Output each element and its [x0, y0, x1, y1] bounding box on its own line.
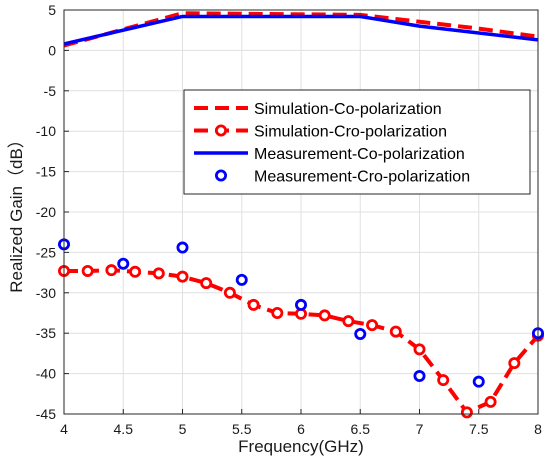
- data-point: [508, 357, 521, 370]
- data-point: [294, 298, 307, 311]
- data-point: [437, 374, 450, 387]
- x-tick-label: 7.5: [469, 421, 489, 437]
- x-tick-label: 6.5: [351, 421, 371, 437]
- y-tick-label: -30: [36, 285, 56, 301]
- data-point: [472, 375, 485, 388]
- data-point: [235, 273, 248, 286]
- y-tick-label: -10: [36, 123, 56, 139]
- legend-swatch-marker: [214, 169, 227, 182]
- data-point: [460, 406, 473, 419]
- legend-item-simulation-co-polarization: Simulation-Co-polarization: [194, 101, 442, 118]
- data-point: [176, 270, 189, 283]
- data-point: [484, 395, 497, 408]
- y-tick-label: -25: [36, 244, 56, 260]
- data-point: [176, 241, 189, 254]
- x-axis-label: Frequency(GHz): [238, 437, 364, 456]
- data-point: [152, 267, 165, 280]
- x-tick-label: 8: [534, 421, 542, 437]
- data-point: [223, 286, 236, 299]
- data-point: [81, 264, 94, 277]
- y-tick-label: -45: [36, 406, 56, 422]
- data-point: [105, 264, 118, 277]
- y-tick-label: 0: [48, 42, 56, 58]
- tick-labels: 4 4.5 5 5.5 6 6.5 7 7.5 8 5 0 -5 -10 -15 -20 -25 -30 -35 -…: [36, 2, 542, 437]
- x-tick-label: 4.5: [114, 421, 134, 437]
- x-tick-label: 6: [297, 421, 305, 437]
- data-point: [413, 343, 426, 356]
- y-tick-label: -40: [36, 366, 56, 382]
- legend-item-measurement-cro-polarization: Measurement-Cro-polarization: [214, 169, 470, 186]
- data-point: [271, 306, 284, 319]
- data-point: [117, 257, 130, 270]
- legend-label: Simulation-Cro-polarization: [254, 124, 447, 141]
- legend: Simulation-Co-polarization Simulation-Cro…: [183, 89, 531, 195]
- x-tick-label: 5.5: [232, 421, 252, 437]
- legend-swatch-marker: [214, 124, 227, 137]
- data-point: [389, 325, 402, 338]
- x-tick-label: 7: [416, 421, 424, 437]
- x-tick-label: 4: [60, 421, 68, 437]
- legend-label: Simulation-Co-polarization: [254, 101, 442, 118]
- legend-item-measurement-co-polarization: Measurement-Co-polarization: [194, 146, 465, 163]
- legend-label: Measurement-Co-polarization: [254, 146, 465, 163]
- y-tick-label: -15: [36, 164, 56, 180]
- data-point: [129, 265, 142, 278]
- x-tick-label: 5: [179, 421, 187, 437]
- series-line: [63, 14, 539, 46]
- data-point: [342, 315, 355, 328]
- data-point: [200, 277, 213, 290]
- y-axis-label: Realized Gain（dB）: [7, 131, 26, 293]
- y-tick-label: -35: [36, 325, 56, 341]
- grid: [63, 9, 539, 415]
- legend-label: Measurement-Cro-polarization: [254, 169, 470, 186]
- data-point: [247, 298, 260, 311]
- data-point: [318, 309, 331, 322]
- series-measurement-co-polarization: [63, 14, 539, 46]
- data-point: [366, 319, 379, 332]
- data-point: [413, 370, 426, 383]
- y-tick-label: -20: [36, 204, 56, 220]
- y-tick-label: -5: [44, 83, 57, 99]
- legend-item-simulation-cro-polarization: Simulation-Cro-polarization: [194, 124, 447, 141]
- data-point: [354, 328, 367, 341]
- y-tick-label: 5: [48, 2, 56, 18]
